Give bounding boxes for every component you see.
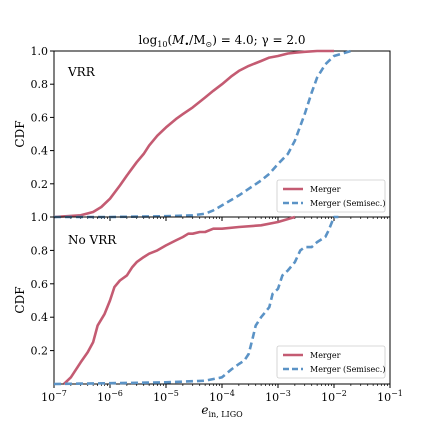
x-axis-label-sub: in, LIGO [208, 410, 243, 419]
title-open: ( [167, 33, 172, 47]
bottom-ytick-label: 0.6 [31, 278, 49, 291]
x-tick-label: 10−1 [377, 389, 403, 404]
x-tick-exp: −1 [391, 389, 403, 398]
x-tick-exp: −4 [223, 389, 235, 398]
x-tick-base: 10 [377, 391, 391, 404]
x-tick-label: 10−3 [265, 389, 291, 404]
top-ytick-label: 1.0 [31, 45, 49, 58]
top-legend: Merger Merger (Semisec.) [276, 179, 386, 213]
bottom-legend-box [276, 345, 386, 379]
title-slash: /M [189, 33, 205, 47]
x-tick-exp: −6 [111, 389, 123, 398]
x-tick-base: 10 [209, 391, 223, 404]
top-merger-line [53, 49, 334, 219]
top-legend-semisec-label: Merger (Semisec.) [310, 199, 385, 208]
bottom-merger-line [63, 215, 296, 385]
bottom-ytick-label: 1.0 [31, 211, 49, 224]
top-panel: VRR CDF 0.2 0.4 0.6 0.8 1.0 Merger Merger (S… [13, 45, 391, 221]
top-y-ticks: 0.2 0.4 0.6 0.8 1.0 [31, 45, 54, 191]
bottom-series [53, 215, 339, 386]
x-tick-exp: −3 [279, 389, 291, 398]
bottom-panel: No VRR CDF 0.20.40.60.81.0 10−7 10−6 10−5 1… [13, 211, 403, 404]
x-tick-base: 10 [153, 391, 167, 404]
bottom-x-ticks: 10−7 10−6 10−5 10−4 10−3 10−2 10−1 [41, 384, 403, 404]
x-tick-base: 10 [41, 391, 55, 404]
x-tick-exp: −7 [55, 389, 67, 398]
top-series [53, 49, 352, 219]
top-ylabel: CDF [13, 120, 27, 147]
bottom-y-ticks: 0.2 0.4 0.6 0.8 1.0 [31, 211, 54, 358]
x-tick-label: 10−4 [209, 389, 235, 404]
top-legend-merger-label: Merger [310, 185, 341, 194]
bottom-legend-merger-label: Merger [310, 351, 341, 360]
x-tick-label: 10−6 [97, 389, 123, 404]
x-tick-label: 10−2 [321, 389, 347, 404]
top-ytick-label: 0.4 [31, 145, 49, 158]
top-panel-annotation: VRR [67, 65, 96, 79]
title-sun: ⊙ [206, 40, 213, 49]
title-mass: M [171, 33, 185, 47]
bottom-ytick-label: 0.8 [31, 244, 49, 257]
x-tick-base: 10 [265, 391, 279, 404]
x-tick-exp: −2 [335, 389, 347, 398]
title-bullet: • [184, 40, 189, 49]
top-ytick-label: 0.2 [31, 178, 49, 191]
top-semisec-line [54, 49, 352, 219]
top-ytick-label: 0.8 [31, 78, 49, 91]
title-rest: ) = 4.0; γ = 2.0 [212, 33, 305, 47]
bottom-legend-semisec-label: Merger (Semisec.) [310, 365, 385, 374]
top-ytick-label: 0.6 [31, 111, 49, 124]
x-tick-exp: −5 [167, 389, 179, 398]
bottom-ytick-label: 0.4 [31, 311, 49, 324]
bottom-ytick-label: 0.2 [31, 345, 49, 358]
bottom-semisec-line [53, 215, 339, 386]
x-tick-base: 10 [321, 391, 335, 404]
bottom-legend: Merger Merger (Semisec.) [276, 345, 386, 379]
x-axis-label: ein, LIGO [201, 403, 243, 419]
bottom-panel-annotation: No VRR [68, 233, 117, 247]
figure-title: log10(M•/M⊙) = 4.0; γ = 2.0 [139, 33, 306, 49]
title-log: log [139, 33, 158, 47]
x-tick-base: 10 [97, 391, 111, 404]
title-log-sub: 10 [157, 40, 167, 49]
x-tick-label: 10−5 [153, 389, 179, 404]
bottom-ylabel: CDF [13, 286, 27, 313]
x-tick-label: 10−7 [41, 389, 67, 404]
top-legend-box [276, 179, 386, 213]
x-axis-label-main: e [201, 403, 208, 417]
